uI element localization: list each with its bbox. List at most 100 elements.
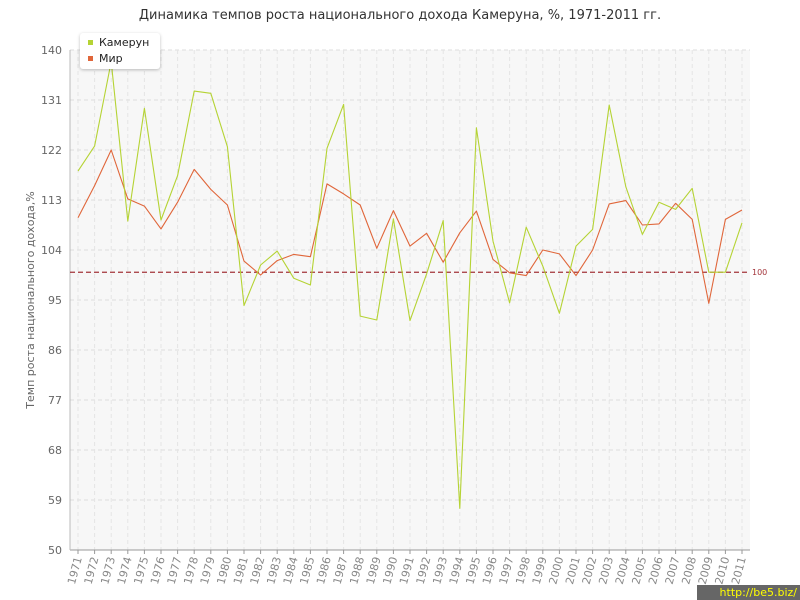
data-point-world[interactable] — [673, 201, 678, 206]
data-point-world[interactable] — [308, 254, 313, 259]
y-tick-label: 50 — [48, 544, 62, 557]
data-point-world[interactable] — [325, 181, 330, 186]
data-point-world[interactable] — [175, 200, 180, 205]
data-point-world[interactable] — [723, 217, 728, 222]
data-point-world[interactable] — [76, 215, 81, 220]
data-point-cameroon[interactable] — [258, 263, 263, 268]
data-point-cameroon[interactable] — [242, 303, 247, 308]
data-point-cameroon[interactable] — [208, 91, 213, 96]
legend-label-world: Мир — [99, 52, 123, 65]
data-point-cameroon[interactable] — [623, 184, 628, 189]
data-point-world[interactable] — [109, 148, 114, 153]
data-point-cameroon[interactable] — [424, 271, 429, 276]
data-point-cameroon[interactable] — [574, 244, 579, 249]
data-point-world[interactable] — [657, 221, 662, 226]
data-point-cameroon[interactable] — [474, 125, 479, 130]
data-point-world[interactable] — [590, 248, 595, 253]
data-point-world[interactable] — [358, 203, 363, 208]
legend-swatch-cameroon — [88, 39, 93, 45]
data-point-cameroon[interactable] — [192, 89, 197, 94]
data-point-world[interactable] — [690, 217, 695, 222]
data-point-world[interactable] — [258, 273, 263, 278]
data-point-world[interactable] — [192, 167, 197, 172]
data-point-cameroon[interactable] — [358, 314, 363, 319]
data-point-cameroon[interactable] — [125, 219, 130, 224]
data-point-world[interactable] — [457, 230, 462, 235]
data-point-world[interactable] — [391, 208, 396, 213]
data-point-world[interactable] — [623, 198, 628, 203]
y-tick-label: 68 — [48, 444, 62, 457]
data-point-cameroon[interactable] — [441, 218, 446, 223]
data-point-world[interactable] — [159, 226, 164, 231]
y-tick-label: 86 — [48, 344, 62, 357]
data-point-cameroon[interactable] — [706, 270, 711, 275]
data-point-cameroon[interactable] — [740, 220, 745, 225]
data-point-cameroon[interactable] — [225, 144, 230, 149]
data-point-world[interactable] — [474, 209, 479, 214]
data-point-cameroon[interactable] — [159, 218, 164, 223]
data-point-world[interactable] — [491, 257, 496, 262]
series-line-world[interactable] — [77, 149, 743, 304]
data-point-world[interactable] — [374, 246, 379, 251]
data-point-world[interactable] — [607, 201, 612, 206]
y-tick-label: 104 — [41, 244, 62, 257]
y-tick-label: 131 — [41, 94, 62, 107]
data-point-cameroon[interactable] — [657, 200, 662, 205]
data-point-world[interactable] — [574, 273, 579, 278]
watermark[interactable]: http://be5.biz/ — [697, 585, 800, 600]
data-point-world[interactable] — [291, 252, 296, 257]
series-line-cameroon[interactable] — [77, 61, 743, 509]
data-point-cameroon[interactable] — [391, 216, 396, 221]
data-point-cameroon[interactable] — [142, 106, 147, 111]
legend-label-cameroon: Камерун — [99, 36, 150, 49]
data-point-world[interactable] — [524, 273, 529, 278]
data-point-world[interactable] — [242, 259, 247, 264]
y-tick-label: 59 — [48, 494, 62, 507]
data-point-world[interactable] — [507, 270, 512, 275]
legend[interactable]: Камерун Мир — [80, 33, 160, 69]
data-point-cameroon[interactable] — [690, 186, 695, 191]
data-point-cameroon[interactable] — [557, 311, 562, 316]
data-point-world[interactable] — [341, 191, 346, 196]
data-point-cameroon[interactable] — [607, 103, 612, 108]
data-point-world[interactable] — [225, 203, 230, 208]
y-axis-label: Темп роста национального дохода,% — [24, 191, 37, 409]
data-point-cameroon[interactable] — [175, 173, 180, 178]
data-point-world[interactable] — [540, 248, 545, 253]
legend-item-world[interactable]: Мир — [88, 52, 123, 66]
data-point-cameroon[interactable] — [590, 227, 595, 232]
data-point-cameroon[interactable] — [457, 506, 462, 511]
data-point-cameroon[interactable] — [341, 102, 346, 107]
chart-title: Динамика темпов роста национального дохо… — [138, 8, 662, 23]
data-point-world[interactable] — [92, 183, 97, 188]
data-point-cameroon[interactable] — [640, 232, 645, 237]
data-point-cameroon[interactable] — [325, 146, 330, 151]
data-point-cameroon[interactable] — [76, 169, 81, 174]
data-point-cameroon[interactable] — [92, 144, 97, 149]
data-point-world[interactable] — [424, 231, 429, 236]
data-point-world[interactable] — [557, 251, 562, 256]
data-point-world[interactable] — [142, 204, 147, 209]
data-point-cameroon[interactable] — [540, 264, 545, 269]
data-point-cameroon[interactable] — [408, 318, 413, 323]
data-point-world[interactable] — [740, 208, 745, 213]
legend-item-cameroon[interactable]: Камерун — [88, 36, 149, 50]
y-tick-label: 77 — [48, 394, 62, 407]
data-point-cameroon[interactable] — [524, 225, 529, 230]
data-point-cameroon[interactable] — [374, 318, 379, 323]
data-point-cameroon[interactable] — [723, 270, 728, 275]
data-point-cameroon[interactable] — [507, 300, 512, 305]
legend-swatch-world — [88, 55, 93, 61]
data-point-cameroon[interactable] — [308, 283, 313, 288]
data-point-world[interactable] — [408, 244, 413, 249]
data-point-world[interactable] — [706, 301, 711, 306]
data-point-world[interactable] — [208, 187, 213, 192]
data-point-cameroon[interactable] — [673, 207, 678, 212]
reference-line-label: 100 — [752, 268, 767, 277]
data-point-cameroon[interactable] — [491, 239, 496, 244]
data-point-cameroon[interactable] — [291, 276, 296, 281]
watermark-link[interactable]: http://be5.biz/ — [719, 586, 797, 599]
data-point-world[interactable] — [640, 223, 645, 228]
data-point-cameroon[interactable] — [275, 249, 280, 254]
data-point-world[interactable] — [275, 258, 280, 263]
